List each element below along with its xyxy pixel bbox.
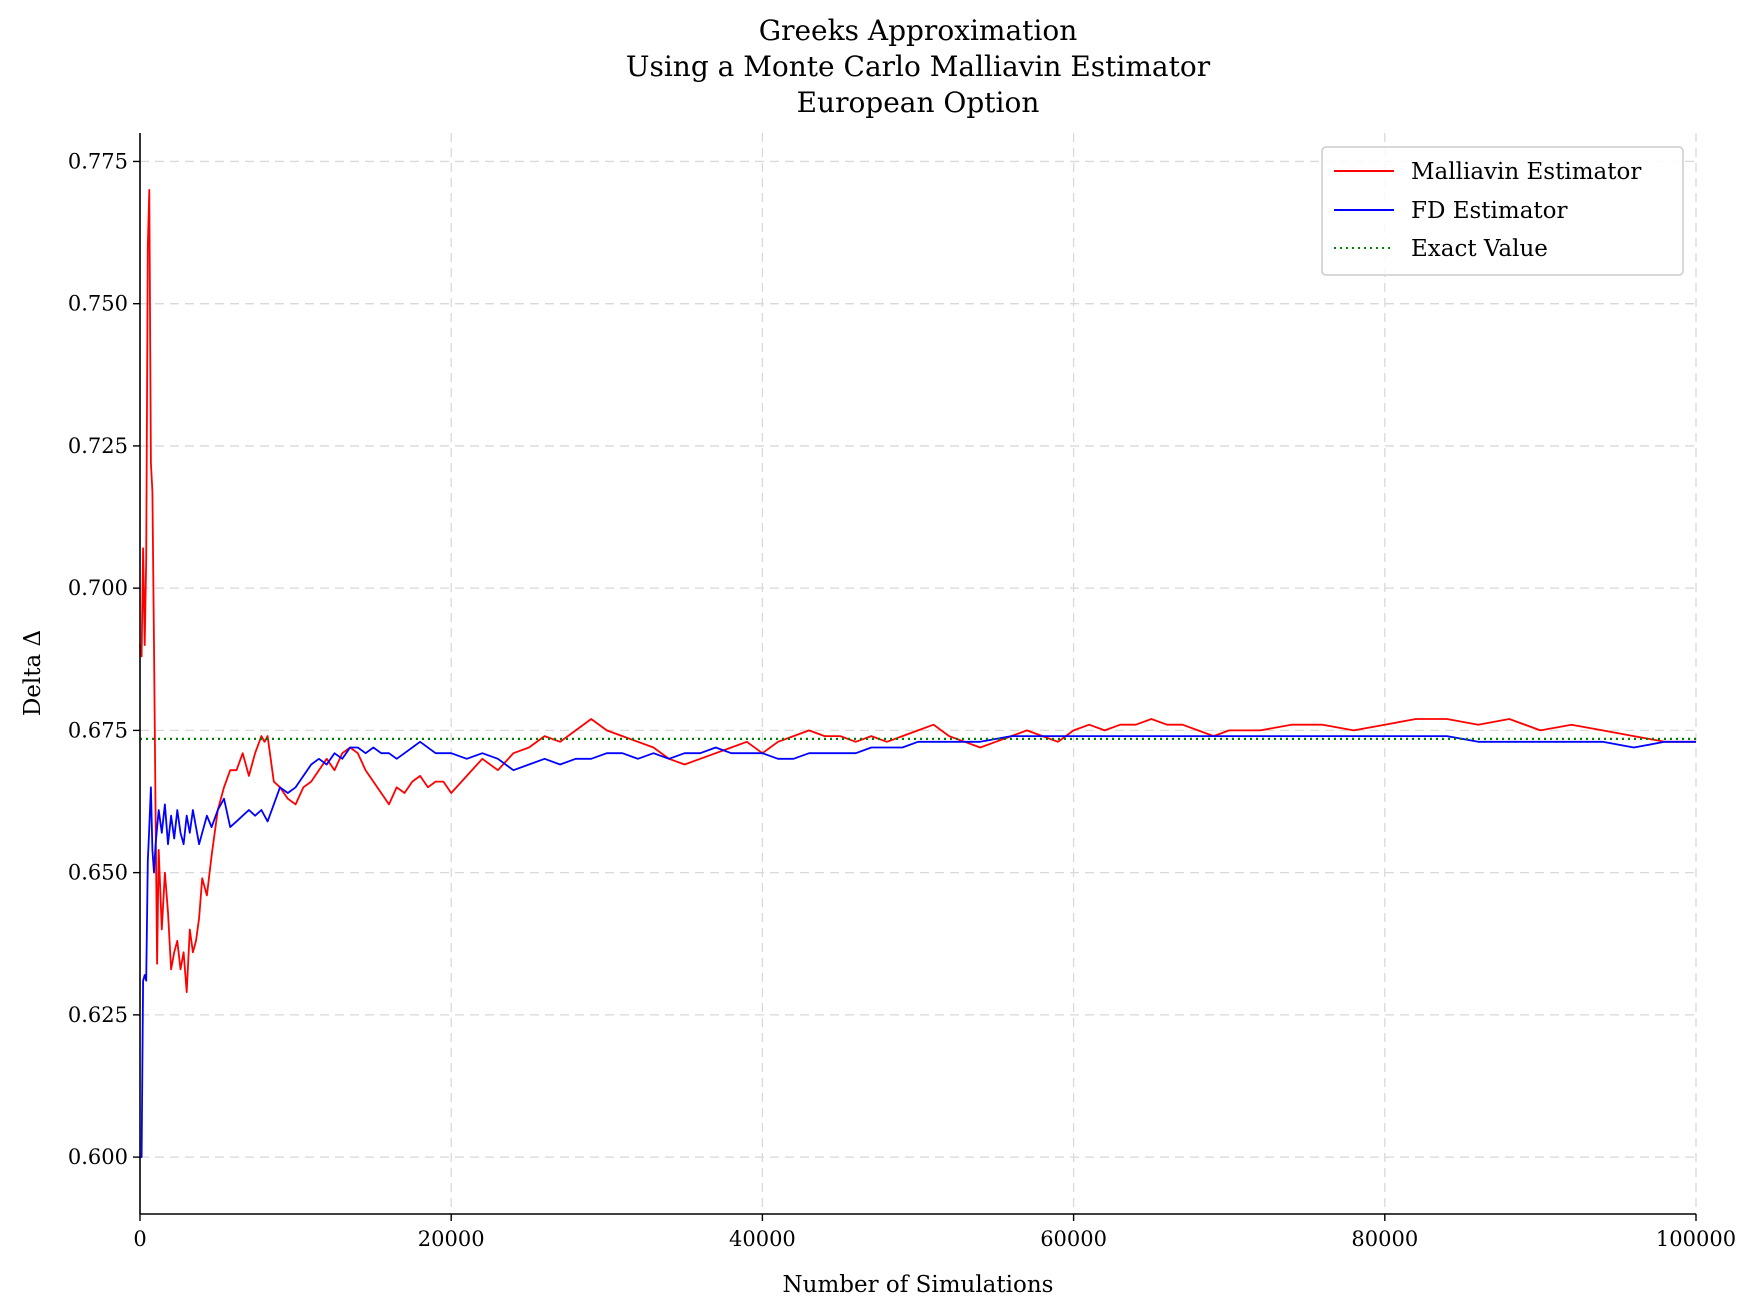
- chart-title-line-1: Greeks Approximation: [759, 14, 1078, 47]
- y-tick-label: 0.750: [68, 292, 128, 316]
- plot-series: [139, 188, 1696, 1158]
- x-tick-label: 40000: [729, 1227, 796, 1251]
- y-tick-label: 0.600: [68, 1145, 128, 1169]
- legend-label-exact: Exact Value: [1411, 236, 1548, 262]
- chart-title-line-3: European Option: [797, 86, 1040, 119]
- chart-title: Greeks Approximation Using a Monte Carlo…: [626, 14, 1211, 119]
- y-tick-label: 0.650: [68, 861, 128, 885]
- y-axis-label: Delta Δ: [20, 630, 46, 716]
- grid: [139, 133, 1697, 1214]
- x-tick-label: 60000: [1040, 1227, 1107, 1251]
- x-tick-label: 0: [133, 1227, 146, 1251]
- x-tick-label: 80000: [1351, 1227, 1418, 1251]
- series-line-fd-estimator: [140, 735, 1696, 1158]
- x-tick-label: 100000: [1656, 1227, 1736, 1251]
- series-line-malliavin-estimator: [139, 188, 1696, 993]
- y-ticks: 0.600 0.625 0.650 0.675 0.700 0.725 0.750 0.775: [68, 149, 140, 1169]
- legend-label-malliavin: Malliavin Estimator: [1411, 159, 1641, 185]
- axes: [139, 133, 1696, 1215]
- y-tick-label: 0.675: [68, 718, 128, 742]
- y-tick-label: 0.775: [68, 149, 128, 173]
- chart-title-line-2: Using a Monte Carlo Malliavin Estimator: [626, 50, 1211, 83]
- y-tick-label: 0.725: [68, 434, 128, 458]
- y-tick-label: 0.625: [68, 1003, 128, 1027]
- legend: Malliavin Estimator FD Estimator Exact V…: [1321, 146, 1684, 276]
- legend-box: [1321, 146, 1684, 276]
- x-tick-label: 20000: [418, 1227, 485, 1251]
- y-tick-label: 0.700: [68, 576, 128, 600]
- x-ticks: 0 20000 40000 60000 80000 100000: [133, 1214, 1736, 1251]
- x-axis-label: Number of Simulations: [783, 1272, 1054, 1298]
- legend-label-fd: FD Estimator: [1411, 198, 1568, 224]
